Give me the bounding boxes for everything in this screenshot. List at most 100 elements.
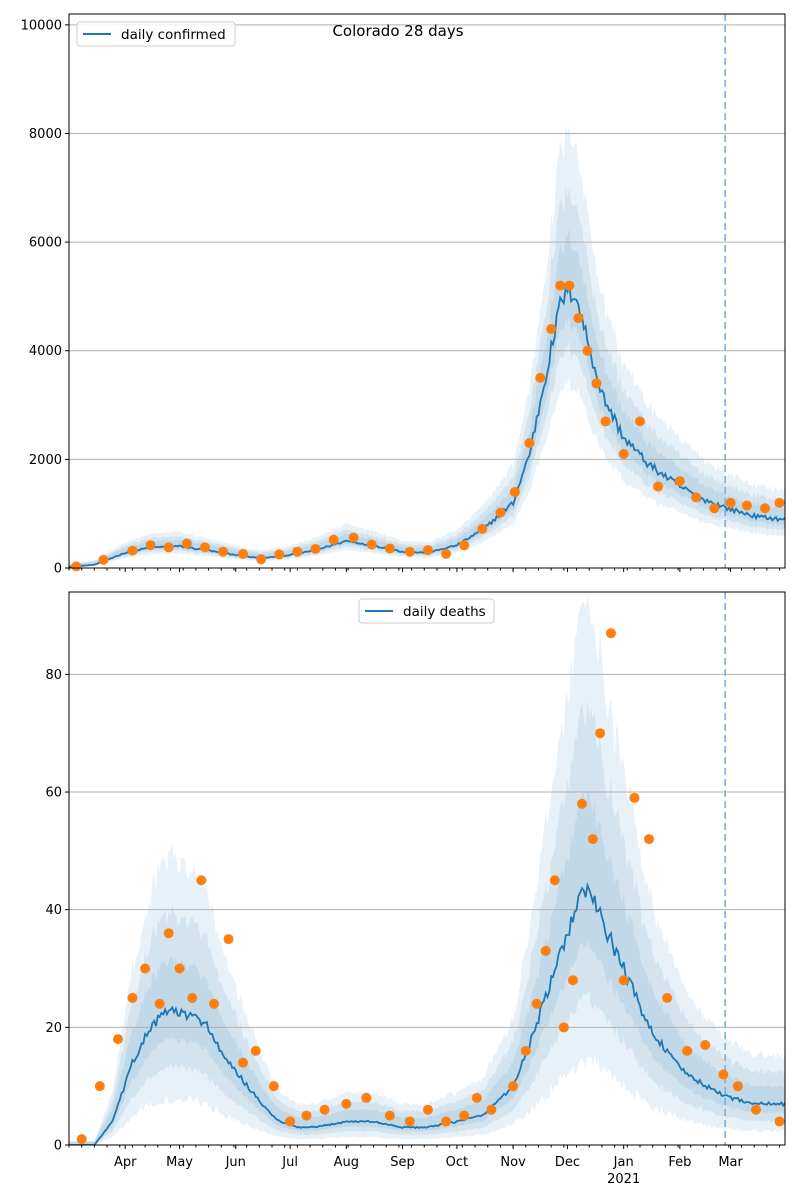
observed-point (181, 538, 192, 549)
observed-point (223, 934, 234, 945)
observed-point (285, 1116, 296, 1127)
month-label: Nov (500, 1155, 526, 1170)
month-label: Jul (281, 1155, 298, 1170)
deaths-legend-label: daily deaths (403, 604, 486, 620)
month-label: May (166, 1155, 193, 1170)
observed-point (587, 834, 598, 845)
y-tick-label: 4000 (29, 344, 62, 359)
observed-point (600, 416, 611, 427)
uncertainty-band-1 (69, 595, 785, 1145)
deaths-x-ticks (68, 1145, 781, 1149)
observed-point (112, 1034, 123, 1045)
y-tick-label: 6000 (29, 236, 62, 251)
month-label: Dec (555, 1155, 580, 1170)
observed-point (154, 998, 165, 1009)
month-label: Sep (390, 1155, 415, 1170)
observed-point (549, 875, 560, 886)
observed-point (209, 998, 220, 1009)
observed-point (531, 998, 542, 1009)
y-tick-label: 40 (45, 903, 62, 918)
observed-point (595, 728, 606, 739)
observed-point (644, 834, 655, 845)
confirmed-y-ticks: 0 2000 4000 6000 8000 10000 (21, 18, 69, 577)
observed-point (682, 1045, 693, 1056)
observed-point (404, 1116, 415, 1127)
observed-point (127, 992, 138, 1003)
observed-point (341, 1098, 352, 1109)
uncertainty-band-3 (69, 791, 785, 1145)
observed-point (774, 497, 785, 508)
observed-point (573, 313, 584, 324)
observed-point (459, 1110, 470, 1121)
observed-point (741, 500, 752, 511)
confirmed-panel: 0 2000 4000 6000 8000 10000 daily confirmed C… (21, 13, 786, 577)
observed-point (618, 448, 629, 459)
observed-point (187, 992, 198, 1003)
observed-point (546, 324, 557, 335)
observed-point (301, 1110, 312, 1121)
confirmed-legend-label: daily confirmed (121, 27, 226, 43)
observed-point (238, 548, 249, 559)
year-label: 2021 (607, 1172, 640, 1187)
confirmed-uncertainty-bands (69, 126, 785, 568)
observed-point (174, 963, 185, 974)
y-tick-label: 0 (54, 562, 62, 577)
observed-point (218, 546, 229, 557)
observed-point (71, 561, 82, 572)
observed-point (760, 503, 771, 514)
observed-point (700, 1039, 711, 1050)
observed-point (774, 1116, 785, 1127)
observed-point (127, 545, 138, 556)
observed-point (292, 546, 303, 557)
observed-point (567, 975, 578, 986)
observed-point (256, 554, 267, 565)
month-label: Aug (334, 1155, 359, 1170)
observed-point (564, 280, 575, 291)
observed-point (441, 1116, 452, 1127)
deaths-legend-box (358, 598, 495, 624)
observed-point (404, 546, 415, 557)
observed-point (509, 486, 520, 497)
observed-point (629, 792, 640, 803)
y-tick-label: 2000 (29, 453, 62, 468)
observed-point (76, 1134, 87, 1145)
month-labels: Apr May Jun Jul Aug Sep Oct Nov Dec Jan Feb Mar 2021 (114, 1155, 744, 1187)
observed-point (422, 1104, 433, 1115)
observed-point (709, 503, 720, 514)
deaths-legend: daily deaths (358, 598, 495, 624)
observed-point (674, 476, 685, 487)
y-tick-label: 0 (54, 1139, 62, 1154)
observed-point (732, 1081, 743, 1092)
observed-point (145, 540, 156, 551)
confirmed-observed-points (71, 280, 785, 572)
observed-point (268, 1081, 279, 1092)
confirmed-legend-box (76, 21, 236, 47)
observed-point (535, 372, 546, 383)
deaths-y-ticks: 0 20 40 60 80 (45, 668, 69, 1154)
month-label: Apr (114, 1155, 137, 1170)
observed-point (605, 628, 616, 639)
deaths-uncertainty-bands (69, 595, 785, 1145)
uncertainty-band-2 (69, 702, 785, 1145)
observed-point (384, 1110, 395, 1121)
y-tick-label: 8000 (29, 127, 62, 142)
confirmed-axes (68, 13, 786, 569)
observed-point (238, 1057, 249, 1068)
observed-point (459, 540, 470, 551)
observed-point (558, 1022, 569, 1033)
observed-point (582, 345, 593, 356)
y-tick-label: 10000 (21, 18, 62, 33)
observed-point (508, 1081, 519, 1092)
observed-point (540, 945, 551, 956)
observed-point (718, 1069, 729, 1080)
y-tick-label: 60 (45, 786, 62, 801)
observed-point (319, 1104, 330, 1115)
observed-point (471, 1092, 482, 1103)
observed-point (618, 975, 629, 986)
observed-point (366, 539, 377, 550)
month-label: Oct (446, 1155, 468, 1170)
observed-point (274, 549, 285, 560)
month-label: Jun (225, 1155, 246, 1170)
observed-point (199, 542, 210, 553)
